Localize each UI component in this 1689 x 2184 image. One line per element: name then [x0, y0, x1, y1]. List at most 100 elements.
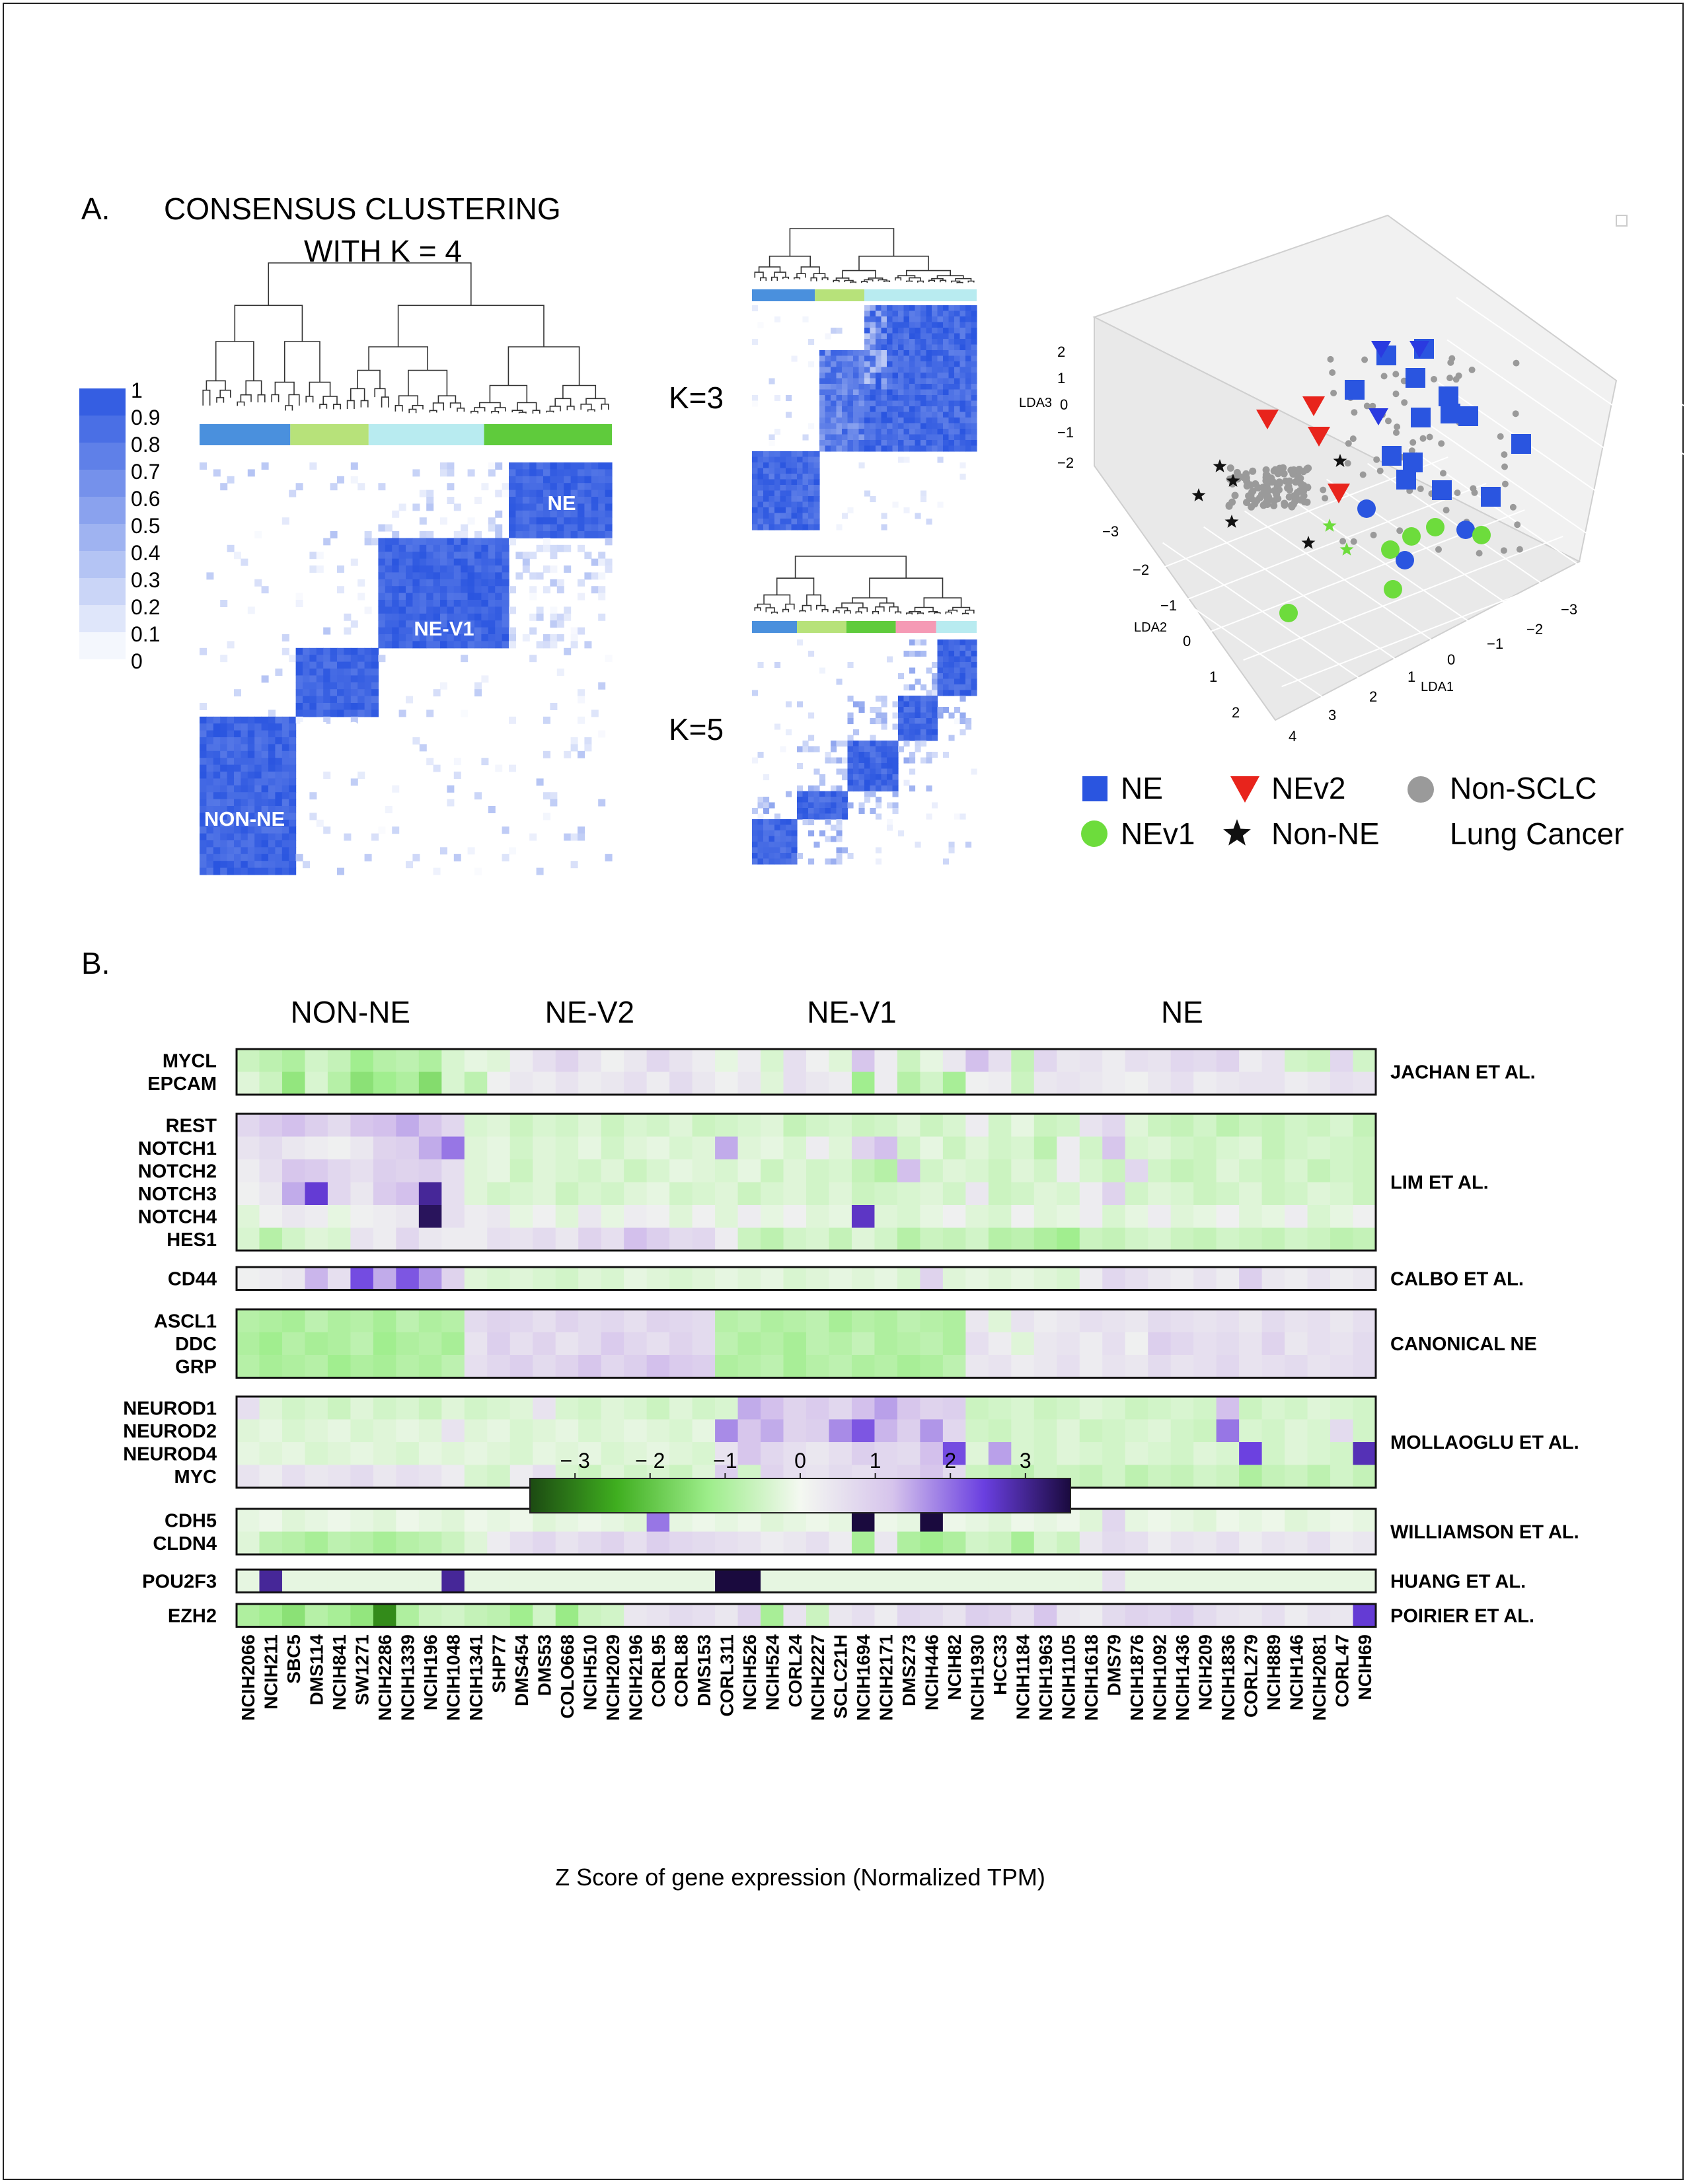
heatmap-cell [1125, 1570, 1148, 1593]
consensus-cell [447, 483, 455, 491]
consensus-cell [831, 434, 837, 441]
consensus-cell [819, 355, 826, 362]
consensus-cell [864, 400, 871, 407]
consensus-cell [909, 305, 916, 312]
consensus-cell [752, 847, 759, 854]
heatmap-cell [1102, 1509, 1126, 1532]
consensus-cell [813, 474, 820, 480]
consensus-cell [591, 462, 599, 470]
dendrogram-branch [206, 380, 226, 390]
consensus-cell [543, 497, 550, 504]
consensus-cell [234, 758, 241, 766]
consensus-cell [959, 395, 966, 402]
heatmap-cell [1330, 1355, 1354, 1378]
heatmap-cell [1261, 1072, 1285, 1095]
heatmap-cell [441, 1136, 465, 1160]
consensus-cell [550, 476, 558, 484]
heatmap-cell [305, 1309, 328, 1332]
consensus-cell [447, 572, 455, 580]
consensus-cell [881, 757, 887, 764]
heatmap-cell [829, 1159, 852, 1183]
consensus-cell [578, 544, 585, 552]
heatmap-cell [1057, 1604, 1080, 1627]
consensus-cell [323, 661, 331, 669]
heatmap-cell [237, 1332, 260, 1356]
consensus-cell [234, 744, 241, 752]
consensus-cell [831, 378, 837, 384]
consensus-cell [509, 503, 516, 511]
heatmap-cell [441, 1114, 465, 1137]
heatmap-cell [669, 1267, 693, 1290]
heatmap-cell [965, 1267, 989, 1290]
consensus-cell [474, 572, 482, 580]
dendrogram-branch [757, 603, 771, 608]
consensus-cell [213, 819, 221, 827]
consensus-cell [536, 572, 544, 580]
consensus-cell [780, 824, 786, 831]
consensus-cell [780, 519, 786, 525]
consensus-cell [227, 641, 235, 649]
consensus-cell [836, 802, 843, 809]
consensus-cell [847, 752, 854, 758]
heatmap-cell [920, 1072, 944, 1095]
consensus-cell [881, 752, 887, 758]
heatmap-cell [761, 1136, 784, 1160]
consensus-cell [932, 384, 938, 390]
gene-label: NEUROD1 [123, 1398, 217, 1419]
consensus-cell [842, 350, 848, 357]
heatmap-cell [1125, 1355, 1148, 1378]
heatmap-cell [1330, 1442, 1354, 1465]
consensus-cell [971, 429, 977, 435]
consensus-cell [780, 819, 786, 826]
consensus-cell [323, 826, 331, 834]
dendrogram-branch [821, 608, 829, 612]
consensus-cell [426, 634, 434, 641]
consensus-cell [495, 606, 503, 614]
lda-point-ne [1458, 406, 1478, 426]
lda-point-non-sclc [1392, 371, 1400, 378]
consensus-cell [819, 361, 826, 368]
consensus-cell [959, 656, 966, 663]
heatmap-cell [829, 1332, 852, 1356]
consensus-cell [412, 593, 420, 601]
heatmap-cell [1239, 1205, 1263, 1228]
consensus-cell [780, 490, 786, 497]
consensus-cell [234, 730, 241, 738]
consensus-cell [385, 579, 393, 587]
consensus-cell [915, 361, 921, 368]
consensus-cell [357, 669, 365, 676]
heatmap-cell [305, 1227, 328, 1251]
consensus-cell [254, 531, 262, 538]
consensus-cell [515, 517, 523, 525]
consensus-cell [780, 456, 786, 463]
colorbar-tick-label: 0.1 [131, 622, 160, 646]
heatmap-cell [487, 1227, 511, 1251]
consensus-cell [200, 758, 207, 766]
consensus-cell [858, 400, 865, 407]
cell-line-label: CORL88 [671, 1634, 691, 1707]
consensus-cell [364, 682, 372, 690]
consensus-cell [954, 310, 961, 317]
heatmap-cell [1285, 1332, 1308, 1356]
heatmap-cell [464, 1419, 488, 1443]
consensus-cell [412, 634, 420, 641]
consensus-cell [920, 696, 927, 702]
dendrogram-branch [219, 389, 231, 398]
consensus-cell [447, 586, 455, 594]
heatmap-cell [418, 1570, 442, 1593]
consensus-cell [965, 440, 972, 447]
consensus-cell [426, 710, 434, 717]
consensus-cell [757, 847, 764, 854]
heatmap-cell [418, 1049, 442, 1072]
consensus-cell [920, 355, 927, 362]
consensus-cell [330, 682, 338, 690]
heatmap-cell [350, 1355, 374, 1378]
consensus-cell [412, 503, 420, 511]
consensus-cell [495, 613, 503, 621]
consensus-cell [802, 513, 809, 519]
consensus-cell [774, 501, 781, 508]
heatmap-cell [533, 1604, 556, 1627]
heatmap-cell [1057, 1114, 1080, 1137]
heatmap-cell [806, 1267, 829, 1290]
heatmap-cell [1239, 1570, 1263, 1593]
